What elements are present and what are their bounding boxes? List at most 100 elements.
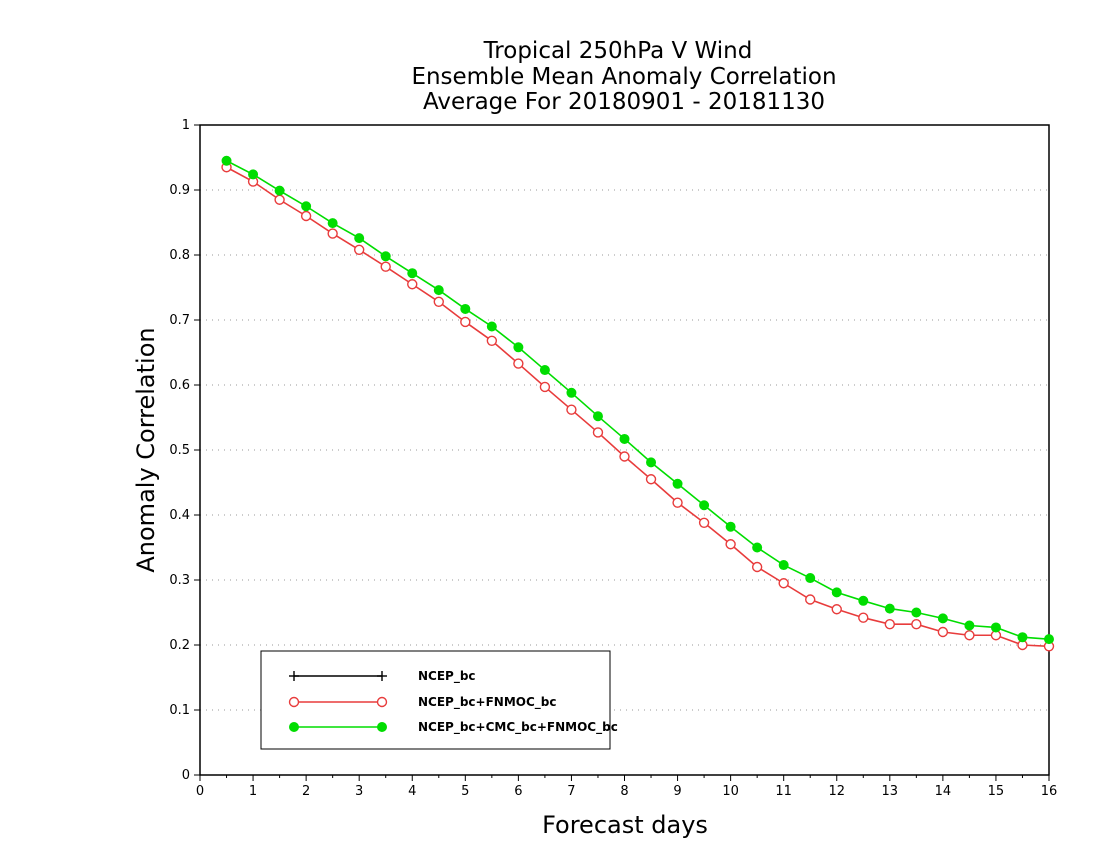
legend-marker [289,722,299,732]
data-point [699,500,710,511]
data-point [698,517,710,528]
data-point [300,210,312,222]
data-point [433,285,444,296]
x-tick-label: 0 [196,784,204,799]
data-point [592,411,603,422]
data-point [645,474,657,485]
legend-marker [377,722,387,732]
data-point [1017,632,1028,643]
data-point [937,613,948,624]
data-point [221,155,232,166]
y-axis-title: Anomaly Correlation [132,327,160,572]
legend-marker [376,696,388,708]
data-point [805,573,816,584]
legend: NCEP_bc NCEP_bc+FNMOC_bc NCEP_bc+CMC_bc+FN… [260,650,618,750]
y-tick-label: 0.7 [169,313,190,328]
x-tick-label: 6 [514,784,522,799]
data-point [460,316,471,328]
x-tick-label: 9 [673,784,681,799]
y-tick-label: 0 [182,768,190,783]
data-point [407,268,418,279]
legend-box [260,650,611,750]
data-point [566,404,577,415]
x-tick-label: 2 [302,784,310,799]
y-tick-label: 0.9 [169,183,190,198]
data-series [221,155,1055,652]
y-tick-label: 0.6 [169,378,190,393]
y-tick-label: 0.2 [169,638,190,653]
y-tick-label: 0.8 [169,248,190,263]
data-point [486,335,498,346]
data-point [884,619,896,630]
data-point [566,387,577,398]
data-point [486,321,497,332]
data-point [778,560,789,571]
data-point [248,169,259,180]
legend-marker [288,696,300,708]
x-tick-label: 16 [1041,784,1058,799]
data-point [1044,634,1054,645]
data-point [327,228,338,239]
data-point [858,595,869,606]
data-point [831,604,842,615]
legend-label: NCEP_bc [418,669,476,684]
data-point [964,630,975,641]
data-point [858,612,869,623]
legend-item-1: NCEP_bc+FNMOC_bc [288,695,557,710]
data-point [460,303,471,314]
x-tick-label: 12 [828,784,845,799]
data-point [725,521,736,532]
data-point [407,279,418,290]
series-line [226,166,1050,648]
x-tick-label: 11 [775,784,792,799]
data-point [884,603,895,614]
y-tick-label: 1 [182,118,190,133]
data-point [937,626,949,638]
legend-marker [377,671,387,681]
legend-item-0: NCEP_bc [289,669,476,684]
legend-item-2: NCEP_bc+CMC_bc+FNMOC_bc [289,720,618,735]
chart-title-line-2: Ensemble Mean Anomaly Correlation [411,64,836,90]
series-2 [221,155,1054,645]
x-tick-label: 1 [249,784,257,799]
data-point [539,381,551,393]
data-point [353,244,365,256]
data-point [433,296,444,307]
data-point [380,251,391,262]
data-point [778,578,789,589]
data-point [513,358,524,369]
data-point [380,261,391,272]
data-point [672,478,683,489]
series-1 [221,162,1055,652]
data-point [990,622,1001,633]
data-point [539,365,550,376]
axis-ticks: 00.10.20.30.40.50.60.70.80.910 1 2 3 4 5 6 7 8 9 1… [169,118,1057,799]
data-point [354,233,365,244]
legend-marker [289,671,299,681]
series-line [226,160,1050,640]
chart-title-line-1: Tropical 250hPa V Wind [483,38,753,64]
x-tick-label: 10 [722,784,739,799]
data-point [911,607,922,618]
legend-label: NCEP_bc+CMC_bc+FNMOC_bc [418,720,618,735]
data-point [725,539,736,550]
y-tick-label: 0.1 [169,703,190,718]
x-tick-label: 5 [461,784,469,799]
y-tick-label: 0.5 [169,443,190,458]
grid-lines [200,189,1049,711]
legend-label: NCEP_bc+FNMOC_bc [418,695,557,710]
x-tick-label: 13 [882,784,899,799]
data-point [513,342,524,353]
data-point [301,201,312,212]
y-tick-label: 0.3 [169,573,190,588]
data-point [831,587,842,598]
x-tick-label: 7 [567,784,575,799]
data-point [592,427,604,438]
x-tick-label: 4 [408,784,416,799]
chart-title-line-3: Average For 20180901 - 20181130 [423,89,825,115]
data-point [327,218,338,229]
data-point [964,620,975,631]
y-tick-label: 0.4 [169,508,190,523]
data-point [619,433,630,444]
